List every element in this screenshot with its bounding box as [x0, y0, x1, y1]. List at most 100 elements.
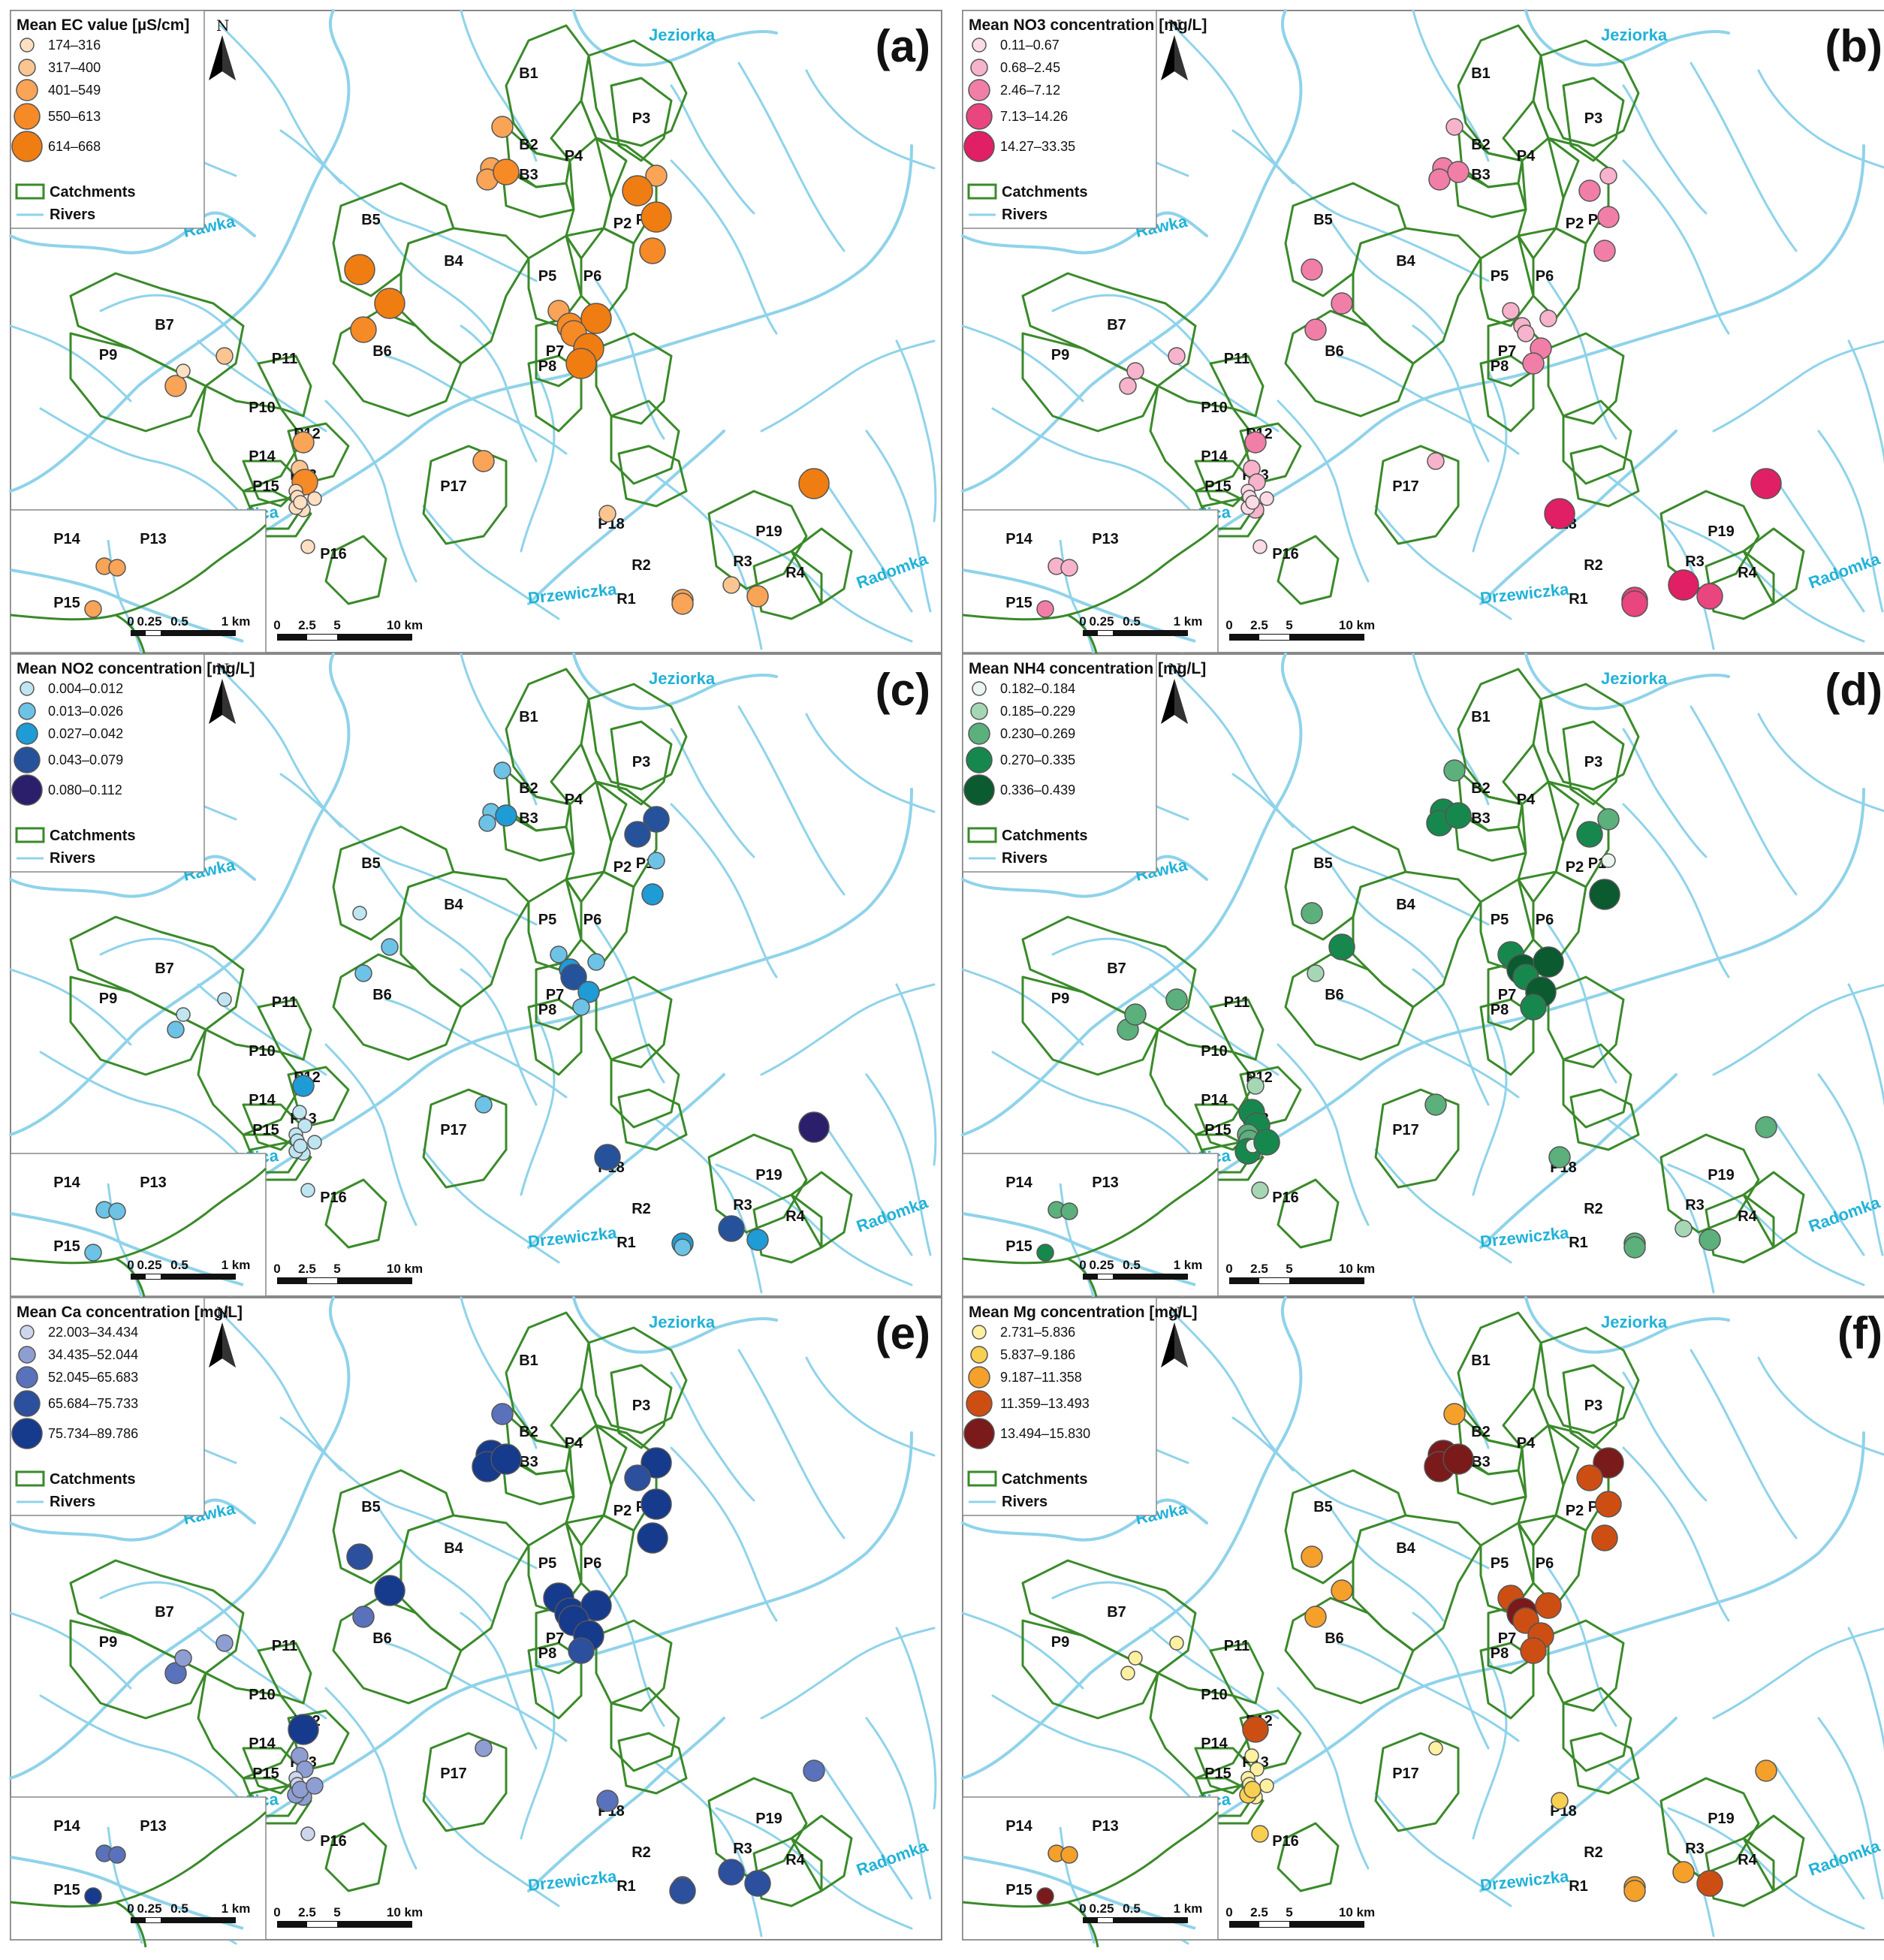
catchment-label: P4	[565, 148, 583, 164]
scalebar-tick-label: 10 km	[1339, 618, 1375, 632]
site-marker	[292, 1075, 315, 1097]
inset-scalebar: 0 0.25 0.5 1 km	[127, 1901, 250, 1923]
legend-class-label: 14.27–33.35	[1000, 139, 1075, 154]
catchment-label: P16	[320, 1190, 347, 1206]
catchment-label: R4	[785, 565, 805, 581]
scalebar-tick-label: 10 km	[1339, 1262, 1375, 1276]
legend-class-label: 22.003–34.434	[48, 1325, 138, 1340]
site-marker	[580, 303, 612, 334]
catchment-label: P16	[320, 1833, 347, 1850]
site-marker	[718, 1215, 745, 1242]
site-marker	[1533, 946, 1564, 978]
inset-site-marker	[84, 1244, 102, 1262]
catchment-label: P9	[1051, 991, 1069, 1007]
scalebar-tick-label: 0	[127, 1258, 134, 1272]
catchment-label: R4	[1738, 565, 1757, 581]
legend-class-label: 401–549	[48, 83, 101, 98]
site-marker	[1621, 590, 1648, 617]
scalebar-tick-label: 0.25	[1089, 614, 1114, 629]
legend-title: Mean Ca concentration [mg/L]	[17, 1304, 243, 1321]
legend-symbol	[963, 1418, 995, 1449]
scalebar-tick-label: 0.5	[170, 1901, 188, 1916]
catchment-label: P9	[99, 347, 117, 363]
site-marker	[1548, 1146, 1571, 1168]
legend-class-label: 0.027–0.042	[48, 726, 123, 741]
site-marker	[1424, 1093, 1447, 1116]
catchment-label: R4	[1738, 1208, 1757, 1225]
legend-symbol	[18, 59, 36, 77]
inset-map: P14 P13 P15 0 0.25 0.5 1 km	[961, 509, 1219, 662]
legend-class-label: 5.837–9.186	[1000, 1347, 1075, 1362]
catchment-label: P14	[1201, 1092, 1228, 1108]
site-marker	[1169, 1636, 1184, 1651]
site-marker	[1696, 583, 1723, 610]
legend-title: Mean EC value [µS/cm]	[17, 17, 189, 34]
inset-catchment-label: P15	[1005, 1882, 1032, 1898]
inset-catchment-label: P15	[53, 595, 80, 611]
legend-symbol	[11, 131, 43, 162]
site-marker	[374, 1575, 405, 1606]
catchment-label: P8	[1491, 1002, 1509, 1018]
site-marker	[1301, 902, 1323, 924]
scalebar-tick-label: 0.25	[1089, 1258, 1114, 1272]
site-marker	[491, 116, 514, 138]
inset-site-marker	[1060, 1846, 1078, 1864]
legend-symbol	[968, 722, 990, 745]
site-marker	[560, 963, 587, 991]
legend-class-label: 2.731–5.836	[1000, 1325, 1075, 1340]
catchment-label: P8	[1491, 1645, 1509, 1662]
catchment-label: P6	[583, 1555, 601, 1572]
legend-class-label: 0.043–0.079	[48, 752, 123, 767]
scalebar-tick-label: 0	[273, 1262, 280, 1276]
catchment-label: P5	[538, 912, 556, 928]
legend-symbol	[14, 1390, 41, 1417]
site-marker	[1576, 821, 1603, 848]
legend-catchments-label: Catchments	[1002, 1471, 1087, 1488]
inset-map: P14 P13 P15 0 0.25 0.5 1 km	[9, 1153, 267, 1305]
scalebar-tick-label: 5	[1286, 1905, 1292, 1919]
inset-catchment-label: P14	[53, 531, 80, 547]
catchment-label: P5	[1491, 1555, 1509, 1572]
site-marker	[1597, 206, 1620, 228]
scalebar-tick-label: 0.25	[137, 1901, 161, 1916]
site-marker	[300, 1183, 315, 1198]
legend-class-label: 174–316	[48, 38, 101, 53]
catchment-label: B6	[372, 1630, 392, 1647]
site-marker	[354, 964, 372, 982]
catchment-label: B1	[519, 65, 538, 82]
site-marker	[1674, 1220, 1693, 1238]
catchment-label: R3	[733, 553, 752, 570]
panel-b: JeziorkaRawkaPilicaDrzewiczkaRadomkaB1B2…	[961, 9, 1884, 662]
site-marker	[493, 158, 520, 185]
site-marker	[624, 821, 651, 848]
panel-d: JeziorkaRawkaPilicaDrzewiczkaRadomkaB1B2…	[961, 653, 1884, 1305]
catchment-label: B2	[519, 1424, 538, 1440]
site-marker	[722, 576, 740, 594]
site-marker	[1301, 1545, 1323, 1568]
north-label: N	[1168, 660, 1182, 678]
site-marker	[1428, 168, 1451, 191]
legend-symbol	[970, 1346, 988, 1364]
scalebar-tick-label: 0.5	[170, 614, 188, 629]
catchment-label: B1	[519, 1352, 538, 1369]
catchment-label: B2	[519, 780, 538, 797]
catchment-label: B7	[155, 960, 174, 977]
inset-site-marker	[84, 1887, 102, 1905]
site-marker	[744, 1870, 771, 1897]
inset-scalebar: 0 0.25 0.5 1 km	[1079, 1258, 1202, 1280]
catchment-label: P4	[1517, 1435, 1536, 1452]
catchment-label: B1	[1471, 709, 1491, 725]
site-marker	[1576, 1464, 1603, 1491]
legend-symbol	[18, 702, 36, 720]
panel-label: (c)	[876, 665, 930, 715]
legend-class-label: 7.13–14.26	[1000, 109, 1068, 124]
site-marker	[1520, 1637, 1547, 1664]
site-marker	[1593, 1447, 1624, 1479]
site-marker	[1595, 1491, 1622, 1518]
site-marker	[306, 1777, 324, 1795]
scalebar-tick-label: 0.25	[137, 614, 161, 629]
site-marker	[1253, 1129, 1280, 1156]
inset-scalebar: 0 0.25 0.5 1 km	[127, 614, 250, 636]
legend-rivers-label: Rivers	[50, 850, 95, 867]
site-marker	[1755, 1116, 1777, 1138]
